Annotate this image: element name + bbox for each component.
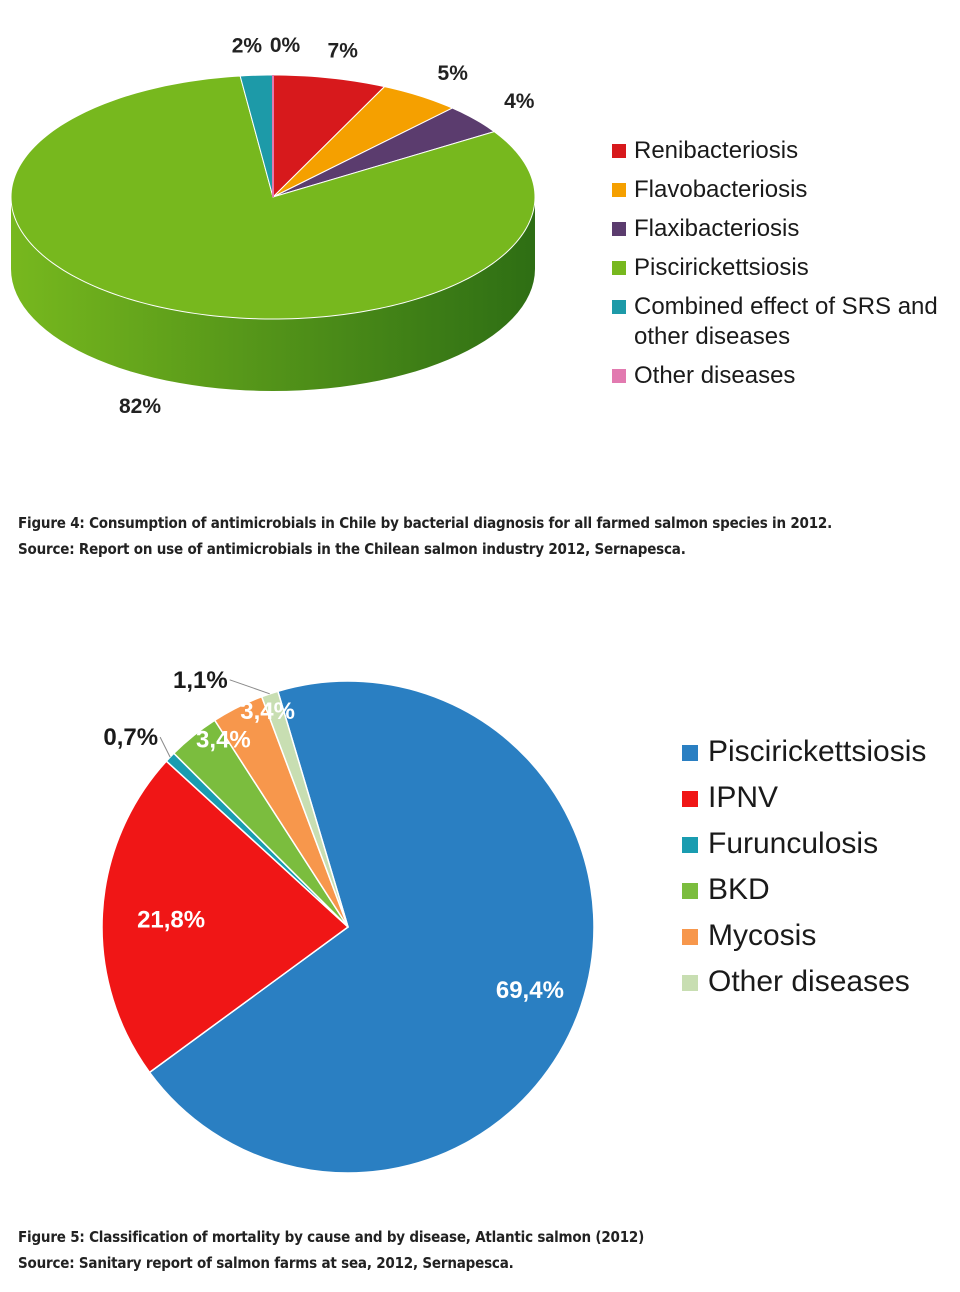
legend-item-mycosis: Mycosis bbox=[682, 918, 952, 954]
caption-title: Figure 4: Consumption of antimicrobials … bbox=[18, 514, 833, 532]
legend-label: Piscirickettsiosis bbox=[634, 254, 809, 281]
legend-swatch bbox=[612, 183, 626, 197]
data-label-flaxibacteriosis: 4% bbox=[504, 90, 535, 113]
legend: Piscirickettsiosis IPNV Furunculosis BKD Myc… bbox=[682, 734, 952, 1010]
legend-swatch bbox=[612, 261, 626, 275]
label-leader-line bbox=[159, 736, 171, 758]
data-label-bkd: 3,4% bbox=[196, 727, 251, 754]
legend-item-flavobacteriosis: Flavobacteriosis bbox=[612, 175, 942, 205]
legend-item-piscirickettsiosis: Piscirickettsiosis bbox=[612, 253, 942, 283]
legend-item-flaxibacteriosis: Flaxibacteriosis bbox=[612, 214, 942, 244]
caption-source: Source: Report on use of antimicrobials … bbox=[18, 540, 686, 558]
legend-item-other-diseases: Other diseases bbox=[612, 361, 942, 391]
legend-label: Piscirickettsiosis bbox=[708, 735, 927, 768]
legend-swatch bbox=[682, 745, 698, 761]
pie-slice-renibacteriosis bbox=[272, 74, 386, 198]
data-label-furunculosis: 0,7% bbox=[103, 724, 158, 751]
caption-title: Figure 5: Classification of mortality by… bbox=[18, 1228, 645, 1246]
legend-item-bkd: BKD bbox=[682, 872, 952, 908]
pie-slice-flavobacteriosis bbox=[272, 86, 453, 198]
legend-swatch bbox=[682, 791, 698, 807]
legend-swatch bbox=[612, 300, 626, 314]
legend-label: Flavobacteriosis bbox=[634, 176, 808, 203]
legend-label: Other diseases bbox=[634, 362, 796, 389]
data-label-flavobacteriosis: 5% bbox=[438, 62, 469, 85]
pie-side-piscirickettsiosis bbox=[11, 197, 535, 391]
legend-label: Mycosis bbox=[708, 919, 817, 952]
data-label-ipnv: 21,8% bbox=[137, 907, 205, 934]
legend-label: Combined effect of SRS and other disease… bbox=[634, 293, 938, 350]
legend-label: Furunculosis bbox=[708, 827, 879, 860]
legend-swatch bbox=[612, 369, 626, 383]
data-labels: 7% 5% 4% 82% 2% 0% bbox=[119, 34, 535, 418]
pie-slice-other-diseases bbox=[260, 690, 349, 928]
legend-item-piscirickettsiosis: Piscirickettsiosis bbox=[682, 734, 952, 770]
legend-item-other-diseases: Other diseases bbox=[682, 964, 952, 1000]
legend-item-furunculosis: Furunculosis bbox=[682, 826, 952, 862]
caption-source: Source: Sanitary report of salmon farms … bbox=[18, 1254, 514, 1272]
data-label-piscirickettsiosis: 69,4% bbox=[496, 977, 564, 1004]
pie-chart: 69,4% 21,8% 0,7% 3,4%3,4% 1,1% bbox=[101, 667, 595, 1174]
data-label-other-diseases: 1,1% bbox=[173, 667, 228, 694]
legend-swatch bbox=[682, 883, 698, 899]
legend-label: Other diseases bbox=[708, 965, 910, 998]
legend-item-combined-effect-of-srs-and-other-diseases: Combined effect of SRS and other disease… bbox=[612, 292, 942, 352]
data-label-other-diseases: 0% bbox=[270, 34, 301, 57]
legend-label: Renibacteriosis bbox=[634, 137, 799, 164]
data-label-mycosis: 3,4% bbox=[240, 698, 295, 725]
legend-label: IPNV bbox=[708, 781, 779, 814]
data-label-piscirickettsiosis: 82% bbox=[119, 395, 161, 418]
legend-label: BKD bbox=[708, 873, 770, 906]
legend-swatch bbox=[682, 837, 698, 853]
data-labels: 69,4% 21,8% 0,7% 3,4%3,4% 1,1% bbox=[103, 667, 564, 1004]
figure-5: 69,4% 21,8% 0,7% 3,4% 3,4% 1,1% Pisciricketts… bbox=[0, 600, 960, 1292]
pie-slices bbox=[101, 680, 595, 1174]
data-label-combined-effect-of-srs-and-other-diseases: 2% bbox=[232, 35, 263, 58]
legend-swatch bbox=[682, 975, 698, 991]
pie-slices bbox=[10, 74, 536, 320]
legend: Renibacteriosis Flavobacteriosis Flaxibact… bbox=[612, 136, 942, 400]
pie-chart-3d: 7% 5% 4% 82% 2% 0% bbox=[10, 34, 536, 418]
legend-swatch bbox=[682, 929, 698, 945]
legend-swatch bbox=[612, 144, 626, 158]
data-label-renibacteriosis: 7% bbox=[328, 40, 359, 63]
pie-side-walls bbox=[11, 197, 535, 391]
label-leader-line bbox=[229, 679, 270, 695]
legend-label: Flaxibacteriosis bbox=[634, 215, 800, 242]
pie-slice-flaxibacteriosis bbox=[272, 107, 495, 198]
pie-slice-piscirickettsiosis bbox=[148, 680, 595, 1174]
figure-caption: Figure 4: Consumption of antimicrobials … bbox=[18, 510, 948, 562]
pie-slice-ipnv bbox=[101, 760, 349, 1074]
legend-swatch bbox=[612, 222, 626, 236]
legend-item-renibacteriosis: Renibacteriosis bbox=[612, 136, 942, 166]
figure-4: 7% 5% 4% 82% 2% 0% Renibacteriosis Flavobacter… bbox=[0, 0, 960, 600]
legend-item-ipnv: IPNV bbox=[682, 780, 952, 816]
figure-caption: Figure 5: Classification of mortality by… bbox=[18, 1224, 948, 1276]
pie-slice-combined-effect-of-srs-and-other-diseases bbox=[239, 74, 274, 198]
